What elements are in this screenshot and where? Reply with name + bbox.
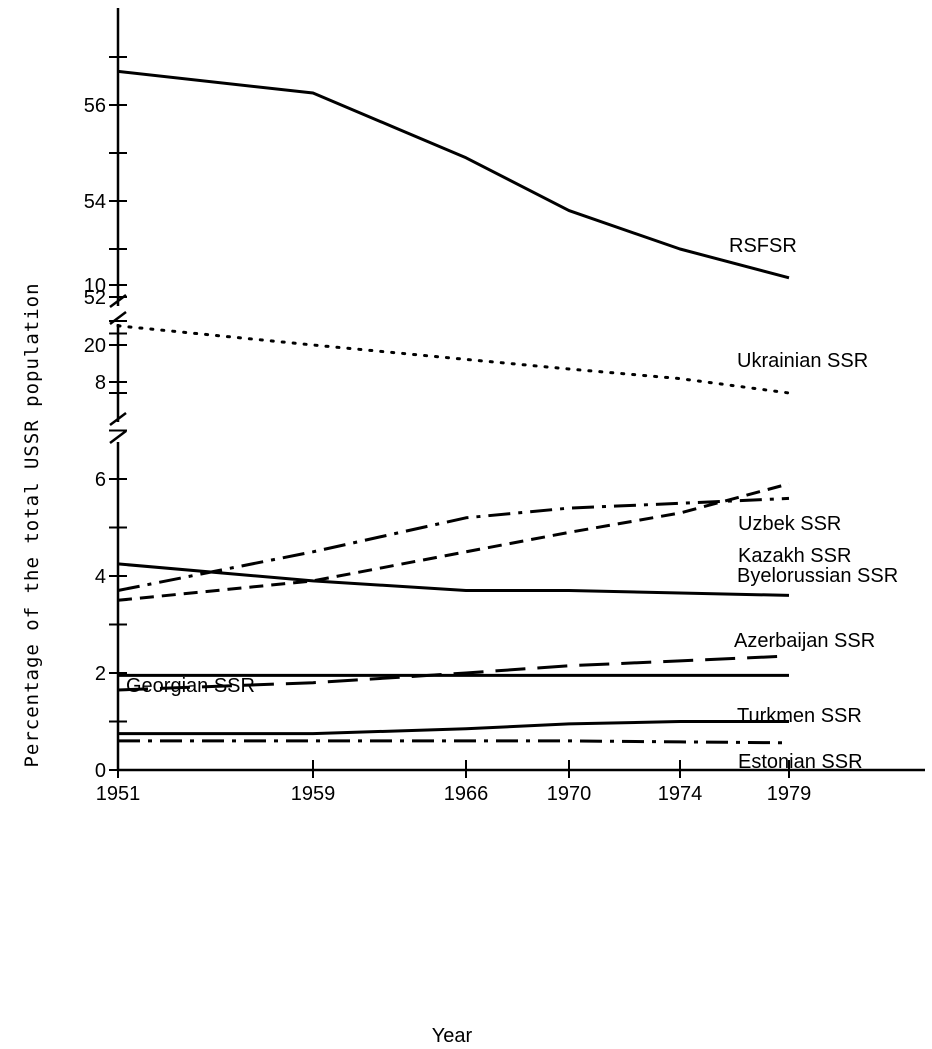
y-tick-label: 4 xyxy=(95,566,106,588)
series-label-azerbaijan-ssr: Azerbaijan SSR xyxy=(734,630,875,652)
x-tick-label: 1951 xyxy=(96,783,141,805)
axis-break-mark xyxy=(109,430,127,444)
x-tick-label: 1970 xyxy=(547,783,592,805)
y-tick-label: 20 xyxy=(84,335,106,357)
axes: 0 2 4 6 8 10 20 52 54 56 1951 1959 1966 1970 1974 1979 xyxy=(84,8,925,805)
y-tick-label: 52 xyxy=(84,287,106,309)
y-tick-label: 56 xyxy=(84,95,106,117)
x-tick-label: 1966 xyxy=(444,783,489,805)
series-label-turkmen-ssr: Turkmen SSR xyxy=(737,705,862,727)
series-line-byelorussian-ssr xyxy=(117,562,790,597)
y-tick-label: 2 xyxy=(95,663,106,685)
x-tick-label: 1974 xyxy=(658,783,703,805)
series-lines xyxy=(116,69,791,745)
y-tick-label: 54 xyxy=(84,191,106,213)
series-line-turkmen-ssr xyxy=(118,720,789,736)
series-label-ukrainian-ssr: Ukrainian SSR xyxy=(737,350,868,372)
x-axis-title: Year xyxy=(432,1025,473,1047)
series-label-uzbek-ssr: Uzbek SSR xyxy=(738,513,841,535)
series-line-uzbek-ssr xyxy=(117,482,790,602)
axis-break-mark xyxy=(109,311,127,325)
x-tick-label: 1959 xyxy=(291,783,336,805)
series-line-kazakh-ssr xyxy=(117,496,790,592)
y-tick-label: 6 xyxy=(95,469,106,491)
x-tick-label: 1979 xyxy=(767,783,812,805)
series-labels: RSFSR Ukrainian SSR Uzbek SSR Kazakh SSRBye… xyxy=(126,235,898,773)
series-label-rsfsr: RSFSR xyxy=(729,235,797,257)
series-label-georgian-ssr: Georgian SSR xyxy=(126,675,255,697)
series-label-estonian-ssr: Estonian SSR xyxy=(738,751,863,773)
series-label-byelorussian-ssr: Byelorussian SSR xyxy=(737,565,898,587)
series-line-rsfsr xyxy=(117,69,790,280)
y-tick-label: 0 xyxy=(95,760,106,782)
series-label-kazakh-ssr: Kazakh SSR xyxy=(738,545,851,567)
y-tick-label: 10 xyxy=(84,275,106,297)
axis-break-mark xyxy=(109,412,127,426)
series-line-estonian-ssr xyxy=(118,739,790,745)
y-tick-label: 8 xyxy=(95,372,106,394)
series-line-azerbaijan-ssr xyxy=(117,654,790,692)
y-axis-title: Percentage of the total USSR population xyxy=(21,282,43,767)
series-line-ukrainian-ssr xyxy=(116,324,791,395)
